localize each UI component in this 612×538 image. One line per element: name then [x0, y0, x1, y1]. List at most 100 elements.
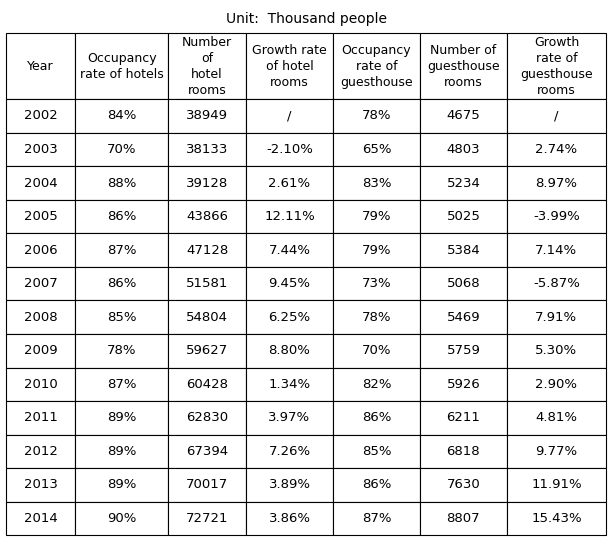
- Text: -3.99%: -3.99%: [533, 210, 580, 223]
- Text: 15.43%: 15.43%: [531, 512, 582, 525]
- Text: Growth rate
of hotel
rooms: Growth rate of hotel rooms: [252, 44, 327, 89]
- Bar: [6, 300, 75, 334]
- Bar: [246, 166, 333, 200]
- Bar: [75, 99, 168, 133]
- Bar: [6, 233, 75, 267]
- Bar: [507, 468, 606, 502]
- Text: 2.61%: 2.61%: [269, 176, 310, 189]
- Bar: [168, 435, 246, 468]
- Bar: [420, 468, 507, 502]
- Text: 5234: 5234: [447, 176, 480, 189]
- Text: 89%: 89%: [107, 478, 136, 492]
- Text: 79%: 79%: [362, 244, 391, 257]
- Bar: [6, 468, 75, 502]
- Text: 4.81%: 4.81%: [536, 412, 577, 424]
- Text: 8.80%: 8.80%: [269, 344, 310, 357]
- Text: 38949: 38949: [186, 109, 228, 123]
- Text: 2012: 2012: [24, 445, 58, 458]
- Bar: [420, 367, 507, 401]
- Text: 11.91%: 11.91%: [531, 478, 582, 492]
- Text: 86%: 86%: [362, 478, 391, 492]
- Text: 2014: 2014: [24, 512, 58, 525]
- Bar: [420, 267, 507, 300]
- Bar: [507, 33, 606, 99]
- Bar: [168, 99, 246, 133]
- Bar: [507, 367, 606, 401]
- Text: 12.11%: 12.11%: [264, 210, 315, 223]
- Bar: [420, 502, 507, 535]
- Bar: [507, 200, 606, 233]
- Text: 89%: 89%: [107, 445, 136, 458]
- Bar: [75, 468, 168, 502]
- Bar: [75, 200, 168, 233]
- Bar: [333, 99, 420, 133]
- Bar: [333, 267, 420, 300]
- Bar: [75, 33, 168, 99]
- Bar: [75, 435, 168, 468]
- Bar: [6, 33, 75, 99]
- Text: 83%: 83%: [362, 176, 391, 189]
- Bar: [75, 502, 168, 535]
- Bar: [75, 334, 168, 367]
- Bar: [246, 502, 333, 535]
- Bar: [75, 166, 168, 200]
- Text: 87%: 87%: [107, 378, 136, 391]
- Bar: [6, 435, 75, 468]
- Text: 6211: 6211: [447, 412, 480, 424]
- Text: 4675: 4675: [447, 109, 480, 123]
- Bar: [507, 334, 606, 367]
- Text: 5068: 5068: [447, 277, 480, 290]
- Bar: [6, 367, 75, 401]
- Text: 85%: 85%: [107, 311, 136, 324]
- Text: 7.14%: 7.14%: [536, 244, 578, 257]
- Bar: [420, 334, 507, 367]
- Bar: [507, 233, 606, 267]
- Bar: [246, 200, 333, 233]
- Bar: [333, 233, 420, 267]
- Text: -2.10%: -2.10%: [266, 143, 313, 156]
- Bar: [507, 435, 606, 468]
- Text: 9.45%: 9.45%: [269, 277, 310, 290]
- Text: 9.77%: 9.77%: [536, 445, 578, 458]
- Text: 2002: 2002: [24, 109, 58, 123]
- Bar: [507, 133, 606, 166]
- Bar: [246, 233, 333, 267]
- Text: 85%: 85%: [362, 445, 391, 458]
- Bar: [507, 502, 606, 535]
- Text: 5384: 5384: [447, 244, 480, 257]
- Bar: [333, 468, 420, 502]
- Bar: [246, 33, 333, 99]
- Text: 79%: 79%: [362, 210, 391, 223]
- Text: 89%: 89%: [107, 412, 136, 424]
- Bar: [75, 367, 168, 401]
- Text: 59627: 59627: [186, 344, 228, 357]
- Bar: [333, 300, 420, 334]
- Text: 7.26%: 7.26%: [269, 445, 310, 458]
- Bar: [168, 502, 246, 535]
- Text: 7.91%: 7.91%: [536, 311, 578, 324]
- Text: Number of
guesthouse
rooms: Number of guesthouse rooms: [427, 44, 500, 89]
- Bar: [6, 334, 75, 367]
- Text: 88%: 88%: [107, 176, 136, 189]
- Bar: [6, 401, 75, 435]
- Text: 2003: 2003: [24, 143, 58, 156]
- Bar: [168, 133, 246, 166]
- Text: Number
of
hotel
rooms: Number of hotel rooms: [182, 36, 232, 96]
- Text: 3.89%: 3.89%: [269, 478, 310, 492]
- Bar: [507, 300, 606, 334]
- Bar: [333, 502, 420, 535]
- Bar: [420, 33, 507, 99]
- Bar: [168, 468, 246, 502]
- Text: 70%: 70%: [107, 143, 136, 156]
- Bar: [333, 200, 420, 233]
- Text: /: /: [287, 109, 292, 123]
- Bar: [6, 267, 75, 300]
- Text: 86%: 86%: [362, 412, 391, 424]
- Bar: [75, 267, 168, 300]
- Text: 2007: 2007: [24, 277, 58, 290]
- Text: Unit:  Thousand people: Unit: Thousand people: [225, 12, 387, 26]
- Bar: [75, 300, 168, 334]
- Text: 2004: 2004: [24, 176, 58, 189]
- Text: 43866: 43866: [186, 210, 228, 223]
- Text: 3.97%: 3.97%: [269, 412, 310, 424]
